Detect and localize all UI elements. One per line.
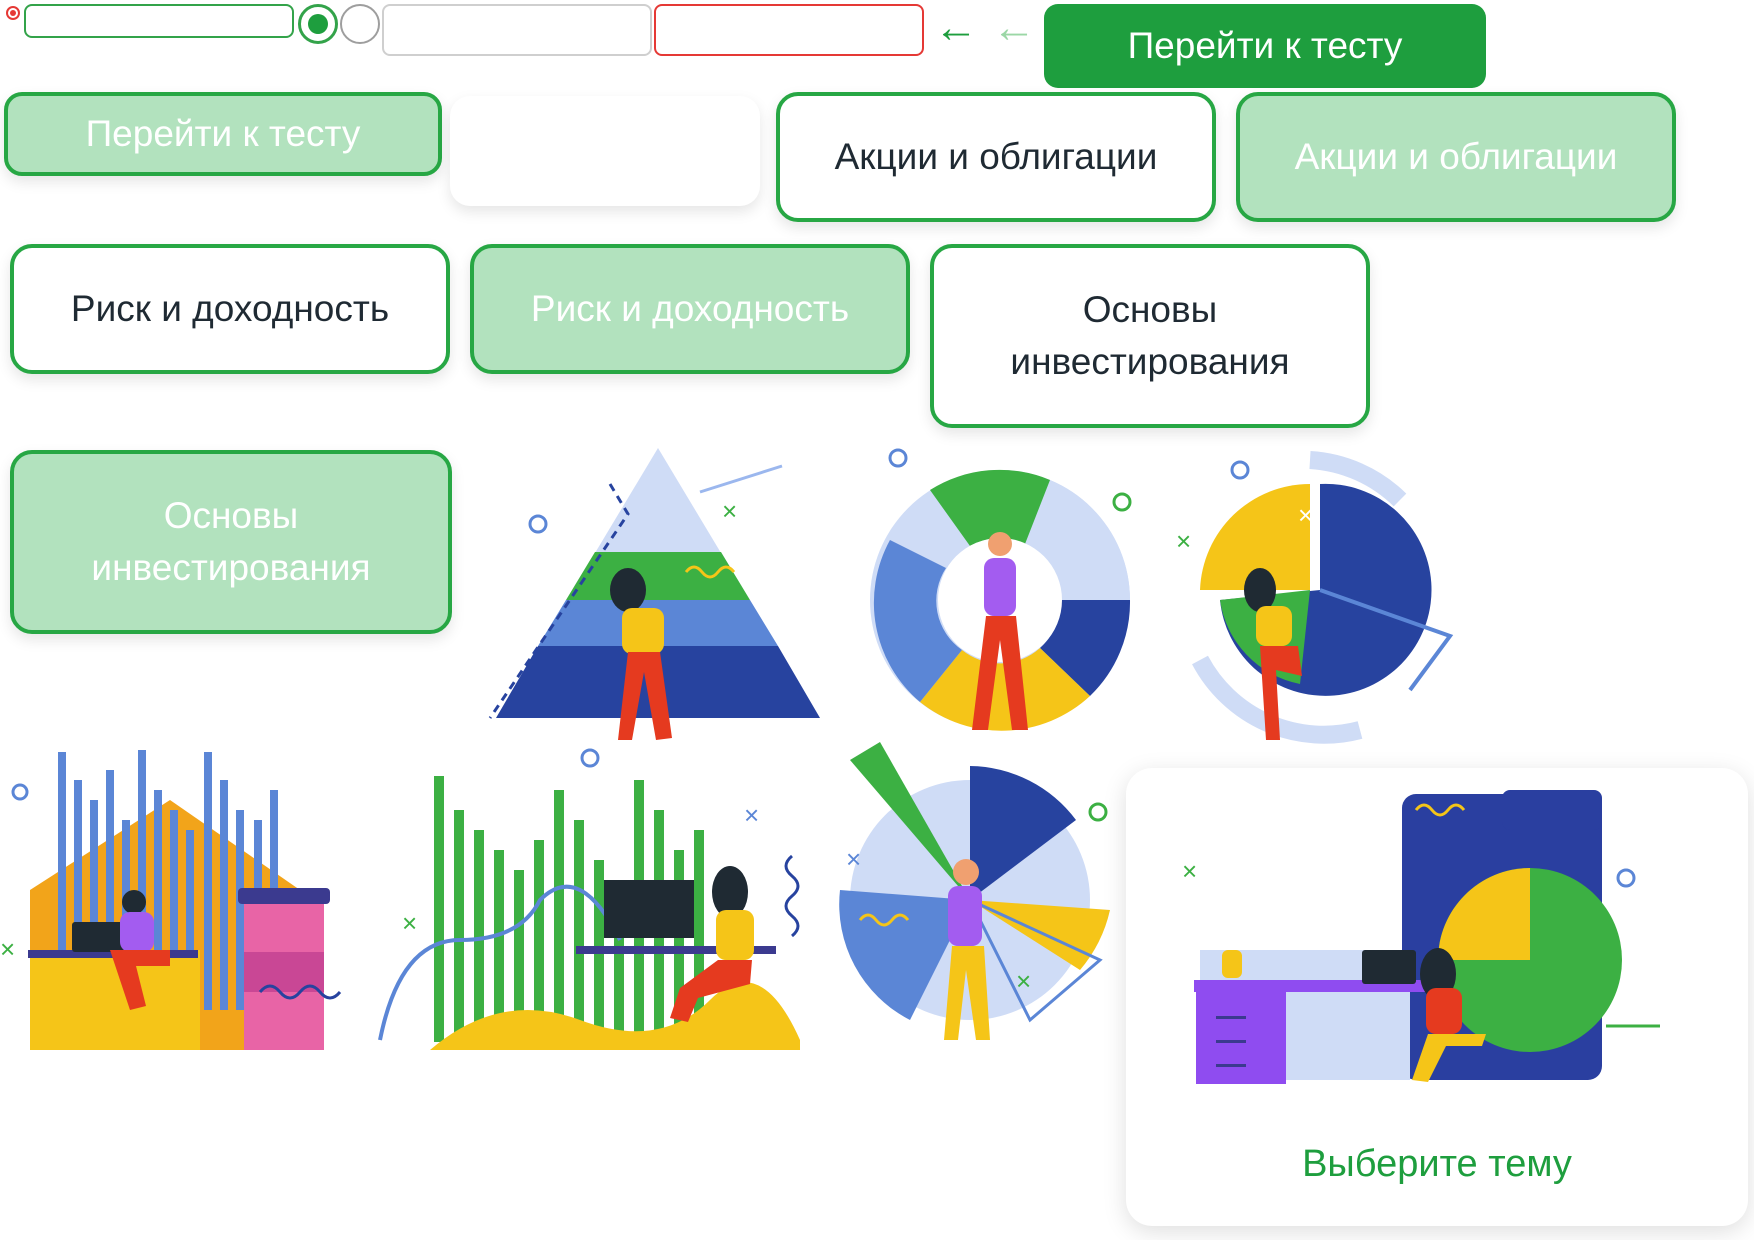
svg-text:×: × [0,934,15,964]
svg-text:×: × [744,800,759,830]
svg-text:×: × [1182,856,1197,886]
investing-basics-button-pale[interactable]: Основы инвестирования [10,450,452,634]
radio-unselected[interactable] [340,4,380,44]
arrow-left-icon[interactable]: ← [934,3,978,52]
radial-pie-illustration[interactable]: × × [820,740,1130,1060]
text-input-error[interactable] [654,4,924,56]
stocks-bonds-button[interactable]: Акции и облигации [776,92,1216,222]
text-input-valid[interactable] [24,4,294,38]
choose-topic-label: Выберите тему [1302,1143,1572,1185]
svg-text:×: × [402,908,417,938]
svg-text:×: × [722,496,737,526]
svg-text:×: × [1176,526,1191,556]
donut-illustration[interactable] [850,440,1150,760]
error-indicator-dot [6,6,20,20]
radio-selected[interactable] [298,4,338,44]
investing-basics-button[interactable]: Основы инвестирования [930,244,1370,428]
svg-text:×: × [1016,966,1031,996]
empty-card [450,96,760,206]
svg-text:×: × [1298,500,1313,530]
choose-topic-card[interactable]: × Выберите тему [1126,768,1748,1226]
go-to-test-button-pale[interactable]: Перейти к тесту [4,92,442,176]
bars-desk-illustration[interactable]: × [0,740,342,1060]
pie-climber-illustration[interactable]: × × [1160,440,1460,760]
pyramid-illustration[interactable]: × [460,440,840,760]
risk-return-button[interactable]: Риск и доходность [10,244,450,374]
text-input-default[interactable] [382,4,652,56]
risk-return-button-pale[interactable]: Риск и доходность [470,244,910,374]
svg-text:×: × [846,844,861,874]
bars-monitor-illustration[interactable]: × × [378,740,810,1060]
stocks-bonds-button-pale[interactable]: Акции и облигации [1236,92,1676,222]
folder-desk-illustration: × [1182,790,1660,1084]
go-to-test-button[interactable]: Перейти к тесту [1044,4,1486,88]
arrow-left-light-icon[interactable]: ← [992,3,1036,52]
